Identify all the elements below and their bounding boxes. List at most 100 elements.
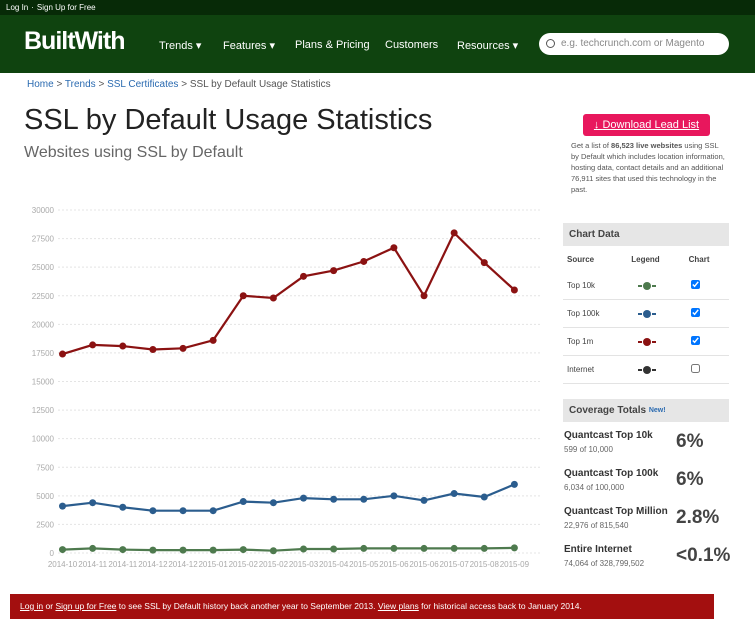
data-point — [510, 286, 518, 294]
data-point — [330, 267, 338, 275]
crumb-sep: > — [98, 79, 105, 90]
series-checkbox[interactable] — [690, 280, 700, 289]
logo[interactable]: BuiltWith — [24, 27, 125, 55]
top-bar: Log In · Sign Up for Free — [0, 0, 755, 15]
data-point — [59, 350, 67, 358]
y-tick-label: 27500 — [32, 235, 55, 244]
search-box[interactable]: e.g. techcrunch.com or Magento — [539, 33, 729, 55]
login-link[interactable]: Log In — [6, 3, 29, 12]
series-line — [62, 483, 515, 512]
x-tick-label: 2015-02 — [229, 560, 259, 569]
y-tick-label: 20000 — [32, 320, 55, 329]
signup-link[interactable]: Sign Up for Free — [36, 3, 96, 12]
column-header: Legend — [631, 254, 660, 264]
crumb-link[interactable]: SSL Certificates — [107, 79, 179, 90]
coverage-title: Coverage Totals — [569, 405, 647, 416]
coverage-percent: 2.8% — [676, 507, 720, 528]
data-point — [300, 494, 308, 502]
x-tick-label: 2015-07 — [439, 560, 469, 569]
x-tick-label: 2014-12 — [168, 560, 198, 569]
data-point — [450, 544, 458, 552]
coverage-name: Quantcast Top Million — [564, 506, 668, 517]
data-point — [89, 499, 97, 507]
x-tick-label: 2014-11 — [108, 560, 137, 569]
y-tick-label: 25000 — [32, 263, 55, 272]
legend-dot — [638, 365, 657, 374]
nav-item[interactable]: Resources ▾ — [457, 40, 519, 52]
y-tick-label: 5000 — [36, 492, 54, 501]
panel-title: Coverage Totals New! — [563, 399, 729, 422]
table-row: Top 1m — [563, 327, 729, 356]
nav-item[interactable]: Plans & Pricing — [295, 39, 370, 51]
data-point — [510, 480, 518, 488]
data-point — [239, 546, 247, 554]
data-point — [89, 341, 97, 349]
banner-link[interactable]: View plans — [377, 601, 419, 611]
table-row: Top 10k — [563, 272, 729, 300]
data-point — [300, 545, 308, 553]
lead-text: Get a list of 86,523 live websites using… — [571, 140, 726, 195]
x-tick-label: 2015-05 — [349, 560, 379, 569]
crumb-link[interactable]: Trends — [64, 79, 96, 90]
coverage-percent: 6% — [676, 469, 704, 490]
coverage-detail: 22,976 of 815,540 — [564, 521, 629, 530]
data-point — [179, 507, 187, 515]
lead-text-part: using SSL by Default which includes loca… — [571, 141, 725, 194]
lead-text-part: Get a list of — [571, 141, 612, 150]
data-point — [209, 336, 217, 344]
search-icon — [546, 39, 555, 48]
data-point — [510, 544, 518, 552]
source-cell: Internet — [563, 355, 628, 384]
x-tick-label: 2015-08 — [470, 560, 500, 569]
y-tick-label: 17500 — [32, 349, 55, 358]
data-point — [360, 495, 368, 503]
data-point — [420, 496, 428, 504]
banner-text: or — [43, 601, 56, 611]
series-checkbox[interactable] — [690, 364, 700, 373]
banner-link[interactable]: Log in — [20, 601, 44, 611]
x-tick-label: 2015-03 — [289, 560, 319, 569]
x-tick-label: 2015-06 — [379, 560, 409, 569]
lead-button[interactable]: ↓ Download Lead List — [583, 114, 710, 136]
source-cell: Top 10k — [563, 272, 628, 300]
banner-link[interactable]: Sign up for Free — [55, 601, 117, 611]
nav-item[interactable]: Customers — [385, 39, 439, 51]
data-point — [149, 546, 157, 554]
series-checkbox[interactable] — [690, 308, 700, 317]
data-point — [390, 544, 398, 552]
x-tick-label: 2015-09 — [500, 560, 530, 569]
data-point — [480, 259, 488, 267]
series-line — [62, 546, 515, 552]
data-point — [390, 244, 398, 252]
coverage-detail: 6,034 of 100,000 — [564, 483, 625, 492]
search-placeholder: e.g. techcrunch.com or Magento — [561, 38, 705, 49]
banner-text: for historical access back to January 20… — [418, 601, 582, 611]
y-tick-label: 2500 — [36, 520, 54, 529]
data-point — [119, 546, 127, 554]
coverage-name: Quantcast Top 10k — [564, 430, 653, 441]
nav-item[interactable]: Trends ▾ — [159, 40, 202, 52]
data-point — [209, 507, 217, 515]
data-point — [330, 545, 338, 553]
crumb-link[interactable]: Home — [27, 79, 54, 90]
lead-button-label: Download Lead List — [602, 119, 700, 131]
column-header: Chart — [688, 254, 710, 264]
panel-title: Chart Data — [563, 223, 729, 246]
data-point — [149, 345, 157, 353]
data-point — [450, 229, 458, 237]
data-point — [450, 490, 458, 498]
data-point — [89, 544, 97, 552]
coverage-name: Quantcast Top 100k — [564, 468, 659, 479]
chart-cell — [684, 272, 729, 300]
data-point — [269, 499, 277, 507]
source-cell: Top 1m — [563, 327, 628, 356]
chart-cell — [684, 299, 729, 328]
y-tick-label: 12500 — [32, 406, 55, 415]
y-tick-label: 0 — [50, 549, 55, 558]
nav-item[interactable]: Features ▾ — [223, 40, 275, 52]
chart: 0 2500 5000 7500 10000 12500 15000 17500 20000 22… — [32, 206, 540, 569]
data-point — [480, 544, 488, 552]
legend-dot — [638, 309, 657, 318]
series-checkbox[interactable] — [690, 336, 700, 345]
